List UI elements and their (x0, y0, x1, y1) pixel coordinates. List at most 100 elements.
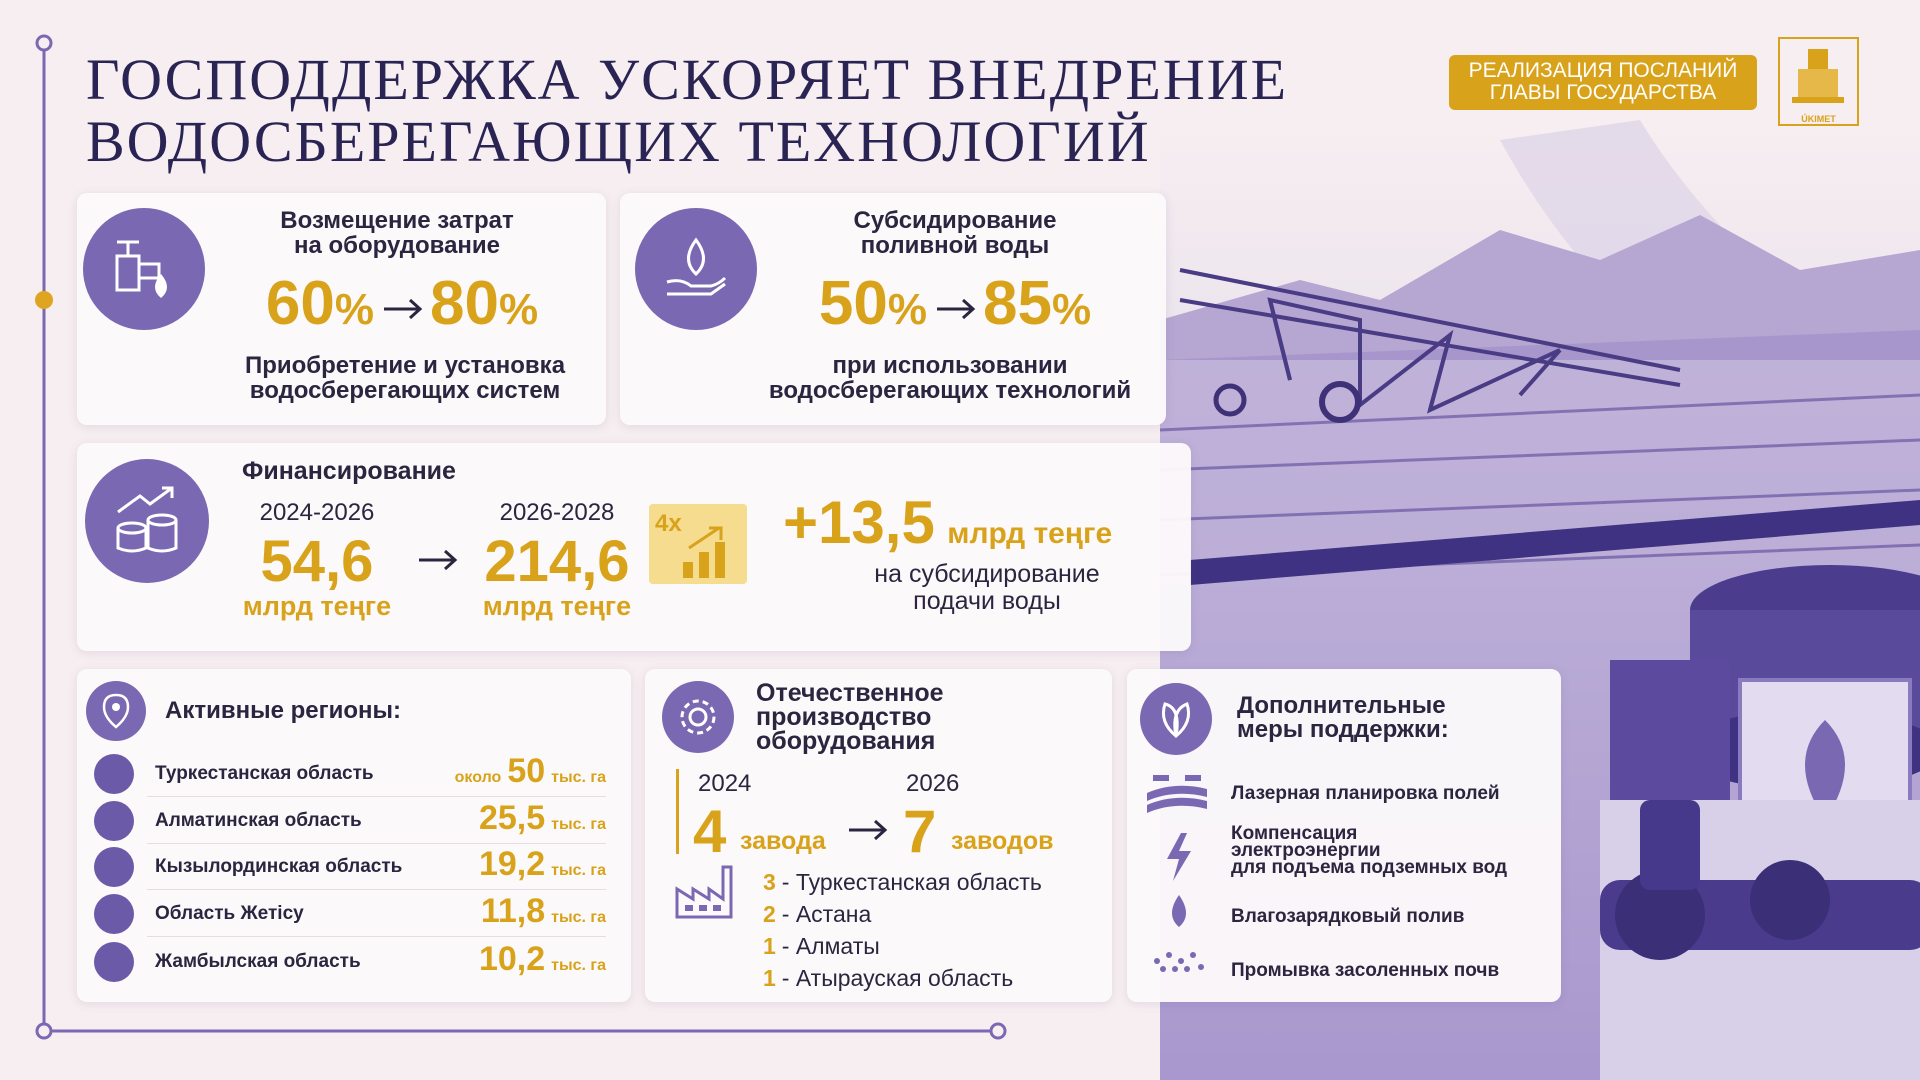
caption-line: подачи воды (913, 587, 1061, 615)
from-value: 60 (265, 269, 335, 338)
measures-card: Дополнительные меры поддержки: Лазерная … (1127, 669, 1561, 1002)
plants-list: 3- Туркестанская область 2- Астана 1- Алма… (645, 669, 1112, 1002)
title-line: производство (756, 703, 932, 731)
valve-icon (115, 240, 167, 298)
from-value: 50 (818, 269, 888, 338)
to-value: 85 (983, 269, 1052, 338)
separator (147, 843, 606, 844)
icon (1140, 683, 1212, 755)
frame (35, 34, 1007, 1040)
card-title: Субсидирование поливной воды (770, 208, 1140, 258)
multiplier: 4x (655, 510, 682, 537)
measure-item: Промывка засоленных почв (1231, 961, 1499, 980)
icon (86, 681, 146, 741)
extra-amount-row: +13,5 млрд теңге (783, 493, 1112, 553)
title-line: поливной воды (860, 232, 1050, 259)
region-name: Алматинская область (155, 810, 362, 831)
plant-count: 1 (763, 933, 776, 959)
coins-icon (116, 486, 178, 553)
rate-change: 50% 85% (770, 273, 1140, 335)
caption-line: водосберегающих систем (249, 377, 561, 404)
period: 2024-2026 54,6 млрд теңге (227, 499, 407, 622)
region-dot (94, 801, 134, 841)
from-count: 4 (693, 798, 727, 865)
leaf-icon (1161, 702, 1191, 738)
factory-icon (675, 865, 733, 919)
production-card: Отечественное производство оборудования … (645, 669, 1112, 1002)
measure-icons (1147, 775, 1207, 972)
period-unit: млрд теңге (242, 591, 392, 621)
region-unit: тыс. га (551, 957, 606, 974)
plant-row: 3- Туркестанская область (763, 869, 1042, 896)
icon (85, 459, 209, 583)
regions-list: Туркестанская область около 50 тыс. га Алмат… (77, 669, 631, 1002)
arrow (384, 298, 423, 320)
from-year: 2024 (698, 770, 752, 797)
drop-hand-icon (666, 237, 727, 296)
plant-place: - Астана (781, 901, 872, 927)
card-title: Отечественное производство оборудования (756, 681, 944, 755)
extra-amount: +13,5 (783, 489, 935, 556)
plant-count: 2 (763, 901, 776, 927)
card-title: Активные регионы: (165, 697, 402, 724)
title-line: на оборудование (293, 232, 501, 259)
title-line: оборудования (756, 727, 936, 755)
region-unit: тыс. га (551, 816, 606, 833)
from-unit: % (334, 285, 374, 334)
separator (147, 796, 606, 797)
plant-place: - Алматы (781, 933, 880, 959)
logo: ÚKIMET (1778, 37, 1859, 126)
water-card: Субсидирование поливной воды 50% 85% при… (620, 193, 1166, 425)
plant-count: 3 (763, 869, 776, 895)
region-value: 19,2 тыс. га (479, 845, 606, 884)
region-unit: тыс. га (551, 862, 606, 879)
caption-line: на субсидирование (874, 560, 1100, 588)
plant-row: 1- Атырауская область (763, 965, 1013, 992)
arrow (849, 819, 888, 841)
measure-line: для подъема подземных вод (1231, 856, 1508, 878)
title-line: ГОСПОДДЕРЖКА УСКОРЯЕТ ВНЕДРЕНИЕ (86, 47, 1289, 112)
separator (147, 889, 606, 890)
region-name: Туркестанская область (155, 763, 374, 784)
icon (662, 681, 734, 753)
region-value: 10,2 тыс. га (479, 940, 606, 979)
region-name: Кызылординская область (155, 856, 403, 877)
region-amount: 10,2 (478, 940, 546, 978)
region-amount: 50 (507, 752, 546, 790)
region-name: Область Жетісу (155, 903, 304, 924)
multiplier-box: 4x (649, 504, 747, 584)
extra-unit: млрд теңге (947, 517, 1113, 550)
from-unit: % (887, 285, 927, 334)
period-years: 2026-2028 (499, 499, 615, 526)
title-line: Возмещение затрат (280, 207, 514, 234)
period: 2026-2028 214,6 млрд теңге (462, 499, 652, 622)
measure-item: Компенсация электроэнергии для подъема под… (1231, 822, 1508, 878)
region-name: Жамбылская область (155, 951, 361, 972)
measure-line: Компенсация (1231, 822, 1358, 844)
separator (147, 936, 606, 937)
accent-line (676, 769, 679, 854)
logo-text: ÚKIMET (1801, 114, 1836, 124)
title-line: ВОДОСБЕРЕГАЮЩИХ ТЕХНОЛОГИЙ (86, 109, 1151, 174)
region-amount: 19,2 (478, 845, 546, 883)
icon (83, 208, 205, 330)
caption-line: Приобретение и установка (244, 352, 566, 379)
to-unit: % (1051, 285, 1092, 334)
to-year: 2026 (906, 770, 960, 797)
region-dot (94, 942, 134, 982)
badge-line: РЕАЛИЗАЦИЯ ПОСЛАНИЙ (1468, 59, 1738, 82)
region-dot (94, 847, 134, 887)
title-line: Субсидирование (853, 207, 1057, 234)
region-unit: тыс. га (551, 909, 606, 926)
caption-line: водосберегающих технологий (768, 377, 1132, 404)
period-amount: 214,6 (484, 529, 630, 594)
from-unit: завода (740, 827, 826, 855)
region-dot (94, 754, 134, 794)
to-count: 7 (903, 798, 937, 865)
measure-line: Лазерная планировка полей (1231, 782, 1500, 804)
measure-item: Лазерная планировка полей (1231, 782, 1500, 804)
region-unit: тыс. га (551, 769, 606, 786)
period-unit: млрд теңге (482, 591, 632, 621)
region-value: 11,8 тыс. га (481, 892, 606, 931)
